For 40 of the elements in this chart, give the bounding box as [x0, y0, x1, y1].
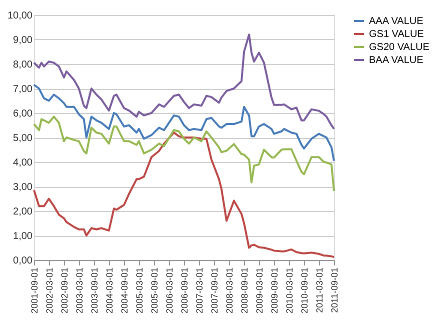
line-series — [33, 34, 335, 130]
legend-label: AAA VALUE — [369, 16, 424, 27]
y-tick-label: 4,00 — [13, 158, 33, 168]
x-tick-label: 2007-03-01 — [194, 268, 204, 314]
x-tick-label: 2007-09-01 — [209, 268, 220, 314]
y-tick-label: 8,00 — [13, 60, 33, 70]
x-tick-label: 2008-03-01 — [224, 268, 234, 314]
y-tick-label: 10,00 — [7, 10, 33, 22]
legend-label: GS1 VALUE — [369, 29, 424, 40]
y-tick-label: 9,00 — [13, 35, 33, 46]
legend-label: GS20 VALUE — [369, 42, 430, 53]
y-tick-label: 1,00 — [13, 231, 33, 242]
x-tick-label: 2004-09-01 — [120, 268, 130, 314]
x-tick-label: 2002-03-01 — [44, 268, 54, 314]
y-tick-label: 5,00 — [13, 133, 33, 144]
line-series — [33, 116, 335, 192]
x-tick-label: 2003-03-01 — [74, 268, 84, 314]
x-tick-label: 2004-03-01 — [104, 268, 114, 314]
y-tick-label: 7,00 — [13, 84, 33, 95]
x-tick-label: 2010-03-01 — [284, 268, 294, 314]
y-tick-label: 0,00 — [13, 256, 33, 266]
x-tick-label: 2011-03-01 — [314, 268, 324, 313]
x-tick-label: 2006-09-01 — [180, 268, 190, 314]
x-tick-label: 2001-09-01 — [30, 268, 40, 314]
x-tick-label: 2006-03-01 — [164, 268, 174, 314]
x-tick-label: 2009-09-01 — [270, 268, 280, 314]
y-tick-label: 6,00 — [13, 108, 33, 120]
y-tick-label: 3,00 — [13, 182, 33, 193]
x-tick-label: 2008-09-01 — [240, 268, 250, 314]
x-tick-label: 2005-09-01 — [150, 268, 160, 314]
x-tick-label: 2003-09-01 — [89, 268, 100, 314]
line-series — [33, 84, 335, 162]
x-tick-label: 2011-09-01 — [330, 268, 340, 313]
x-tick-label: 2010-09-01 — [300, 268, 310, 314]
x-tick-label: 2002-09-01 — [59, 268, 70, 314]
line-series — [33, 132, 335, 258]
x-tick-label: 2009-03-01 — [254, 268, 264, 314]
x-tick-label: 2005-03-01 — [134, 268, 144, 314]
y-tick-label: 2,00 — [13, 206, 33, 218]
legend-label: BAA VALUE — [369, 55, 424, 66]
